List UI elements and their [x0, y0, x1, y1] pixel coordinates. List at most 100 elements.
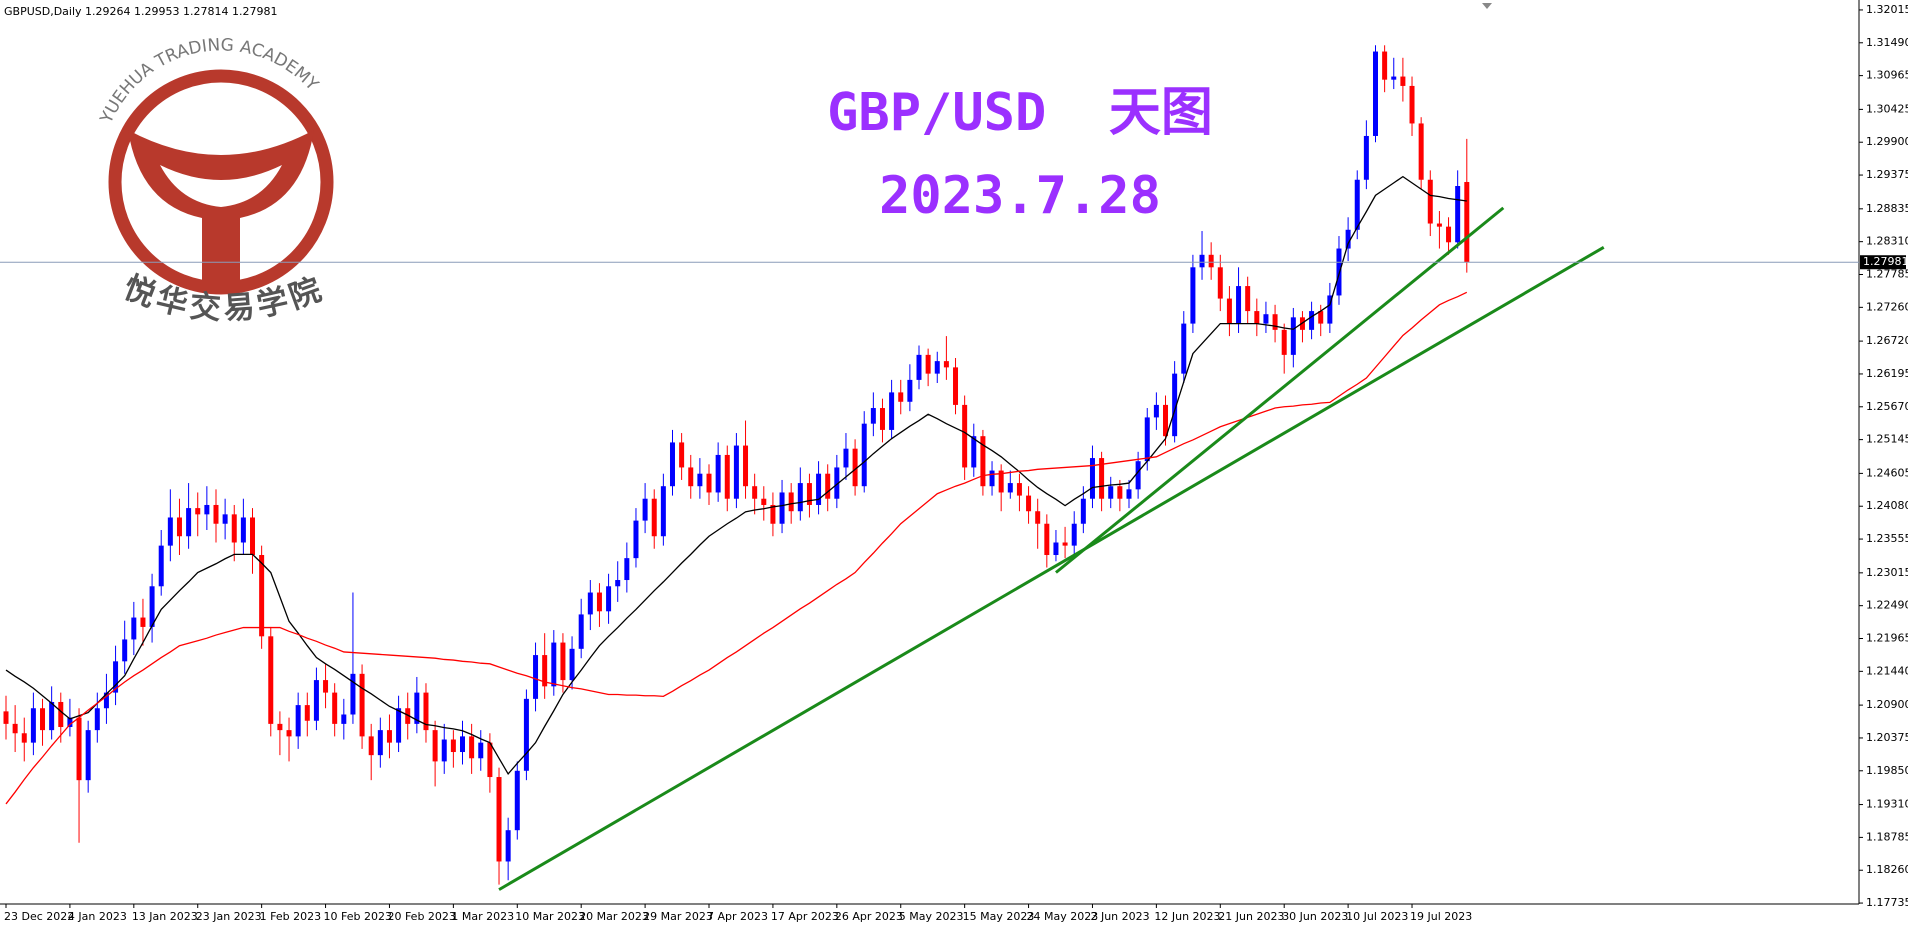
candle-body [1281, 329, 1287, 355]
candle-body [350, 673, 356, 715]
candle-body [1391, 76, 1397, 80]
y-tick-label: 1.31490 [1866, 36, 1908, 49]
candle-body [861, 423, 867, 487]
candle-body [1016, 483, 1022, 496]
candle-body [277, 723, 283, 731]
scroll-marker [1482, 3, 1492, 9]
y-tick-label: 1.30965 [1866, 69, 1908, 82]
candle-body [825, 473, 831, 499]
candle-body [149, 586, 155, 627]
candle-body [606, 586, 612, 612]
candle-body [1354, 179, 1360, 230]
candle-body [1290, 317, 1296, 355]
candle-body [542, 655, 548, 687]
x-tick-label: 23 Dec 2022 [4, 910, 74, 923]
candle-body [496, 777, 502, 862]
candle-body [998, 470, 1004, 493]
candle-body [377, 730, 383, 756]
y-tick-label: 1.19850 [1866, 764, 1908, 777]
candle-body [706, 473, 712, 493]
y-tick-label: 1.26195 [1866, 367, 1908, 380]
x-tick-label: 10 Feb 2023 [324, 910, 392, 923]
x-tick-label: 4 Jan 2023 [68, 910, 127, 923]
candle-body [971, 436, 977, 468]
candle-body [1217, 267, 1223, 299]
candle-body [231, 514, 237, 543]
candle-body [989, 470, 995, 487]
candle-body [615, 580, 621, 587]
candle-body [1226, 298, 1232, 324]
candle-body [533, 655, 539, 699]
x-tick-label: 21 Jun 2023 [1218, 910, 1284, 923]
candle-body [1345, 229, 1351, 249]
candle-body [1318, 311, 1324, 324]
y-tick-label: 1.27260 [1866, 300, 1908, 313]
x-tick-label: 7 Apr 2023 [707, 910, 768, 923]
candle-body [870, 408, 876, 424]
candle-body [898, 392, 904, 402]
candle-body [1263, 314, 1269, 324]
candle-body [1163, 404, 1169, 437]
candle-body [176, 517, 182, 537]
moving-average [5, 175, 1467, 776]
candle-body [1117, 486, 1123, 499]
candle-body [879, 408, 885, 430]
candle-body [1099, 458, 1105, 499]
candle-body [1446, 226, 1452, 243]
y-tick-label: 1.24080 [1866, 499, 1908, 512]
candle-body [186, 508, 192, 537]
x-tick-label: 10 Jul 2023 [1346, 910, 1408, 923]
candle-body [1208, 254, 1214, 268]
y-tick-label: 1.17735 [1866, 896, 1908, 909]
candle-body [806, 483, 812, 505]
candle-body [478, 742, 484, 759]
candle-body [587, 592, 593, 615]
candle-body [1327, 295, 1333, 324]
y-tick-label: 1.23555 [1866, 532, 1908, 545]
x-tick-label: 1 Feb 2023 [260, 910, 321, 923]
candle-body [158, 545, 164, 587]
y-tick-label: 1.32015 [1866, 3, 1908, 16]
candle-body [103, 692, 109, 709]
x-tick-label: 13 Jan 2023 [132, 910, 198, 923]
candle-body [432, 730, 438, 762]
candle-body [295, 705, 301, 737]
candle-body [1455, 186, 1461, 243]
y-tick-label: 1.29375 [1866, 168, 1908, 181]
candle-body [1245, 286, 1251, 312]
candle-body [514, 770, 520, 831]
candle-body [569, 648, 575, 681]
y-tick-label: 1.21965 [1866, 632, 1908, 645]
candle-body [259, 555, 265, 637]
candle-body [779, 492, 785, 524]
x-tick-label: 20 Mar 2023 [579, 910, 649, 923]
candle-body [1254, 311, 1260, 324]
candle-body [834, 467, 840, 499]
candle-body [770, 504, 776, 524]
candle-body [1035, 511, 1041, 524]
candle-body [1363, 135, 1369, 180]
candle-body [843, 448, 849, 468]
candle-body [140, 617, 146, 627]
candle-body [49, 701, 55, 731]
candle-body [1135, 461, 1141, 490]
y-tick-label: 1.23015 [1866, 566, 1908, 579]
y-tick-label: 1.24605 [1866, 466, 1908, 479]
candle-body [167, 517, 173, 546]
chart-subtitle: 2023.7.28 [879, 166, 1161, 226]
candle-body [1181, 323, 1187, 374]
candle-body [341, 714, 347, 724]
candle-body [487, 742, 493, 778]
candle-body [669, 442, 675, 487]
y-tick-label: 1.30425 [1866, 102, 1908, 115]
candle-body [1236, 286, 1242, 324]
candle-body [1436, 223, 1442, 227]
candle-body [1373, 51, 1378, 136]
candle-body [469, 736, 475, 759]
candle-body [204, 504, 210, 515]
logo-cutout [160, 165, 282, 207]
candle-body [743, 445, 749, 487]
candle-body [916, 354, 922, 380]
moving-average [5, 291, 1468, 805]
